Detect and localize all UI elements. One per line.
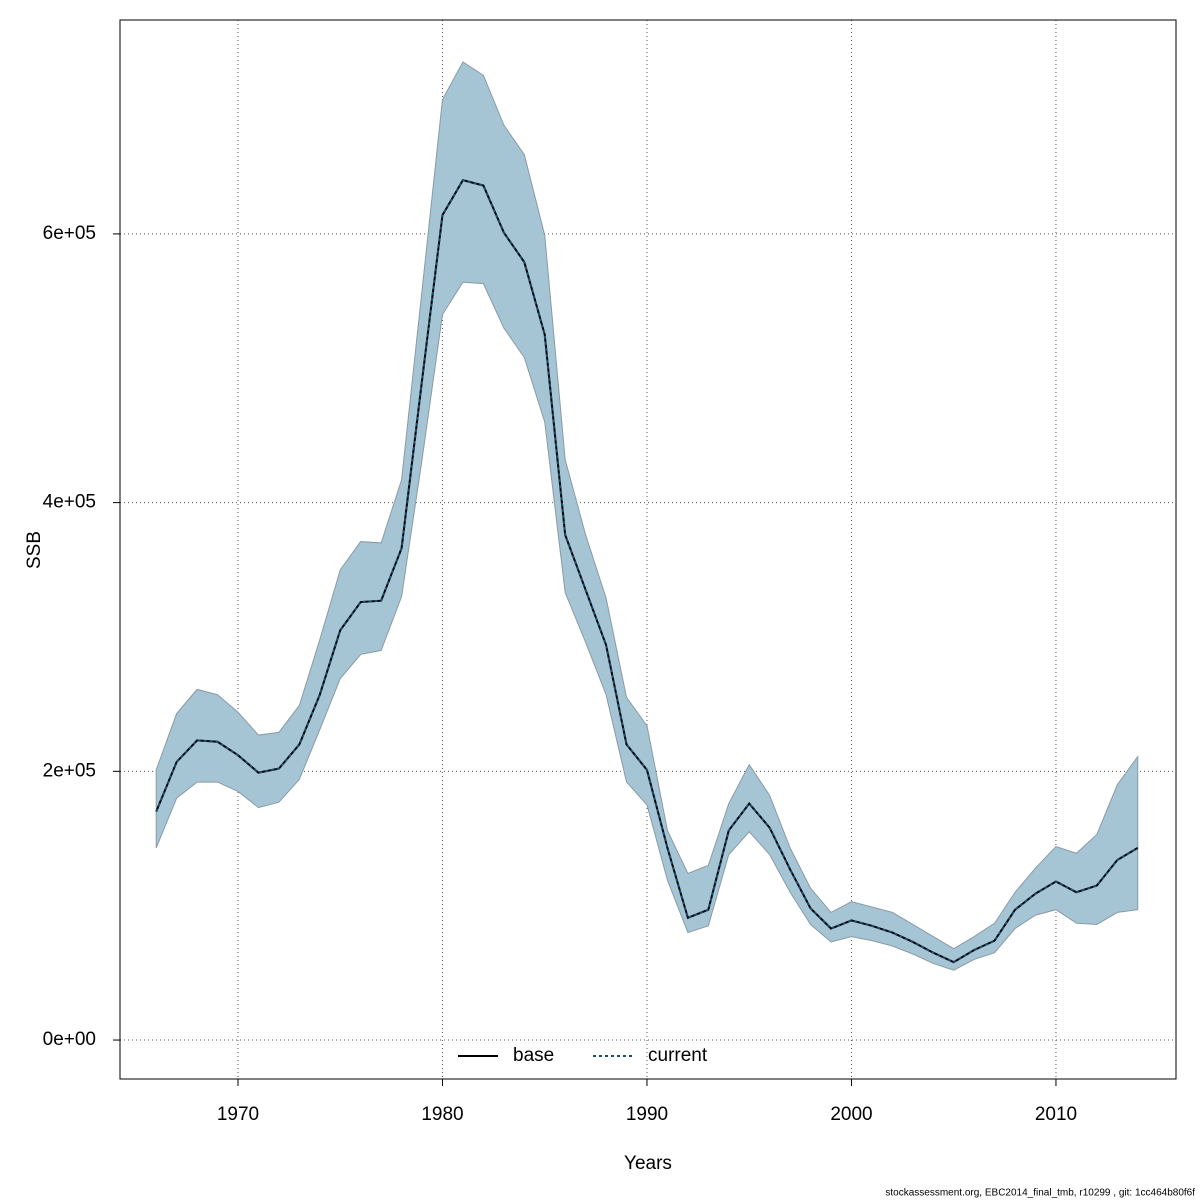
plot-frame (119, 19, 1177, 1080)
y-tick-label: 6e+05 (43, 223, 96, 244)
legend-label: current (648, 1045, 708, 1066)
caption: stockassessment.org, EBC2014_final_tmb, … (885, 1188, 1195, 1199)
confidence-band (155, 61, 1139, 971)
y-tick-label: 0e+00 (43, 1029, 96, 1050)
y-axis-title: SSB (24, 531, 45, 569)
x-tick-label: 1970 (217, 1104, 259, 1125)
y-tick-label: 4e+05 (43, 492, 96, 513)
legend-label: base (513, 1045, 554, 1066)
x-tick-label: 1990 (626, 1104, 668, 1125)
x-tick-label: 2010 (1035, 1104, 1077, 1125)
y-tick-label: 2e+05 (43, 760, 96, 781)
x-axis-title: Years (624, 1153, 672, 1174)
x-tick-label: 2000 (830, 1104, 872, 1125)
series-line (155, 178, 1139, 964)
x-tick-label: 1980 (421, 1104, 463, 1125)
